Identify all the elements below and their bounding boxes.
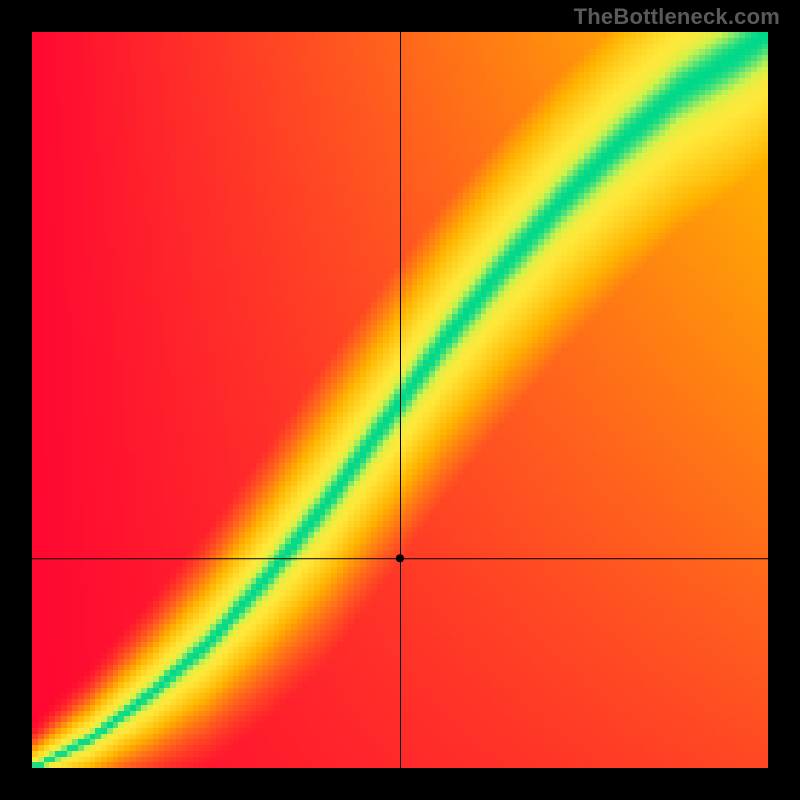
chart-frame: TheBottleneck.com: [0, 0, 800, 800]
plot-area: [32, 32, 768, 768]
heatmap-canvas: [32, 32, 768, 768]
watermark-text: TheBottleneck.com: [574, 4, 780, 30]
